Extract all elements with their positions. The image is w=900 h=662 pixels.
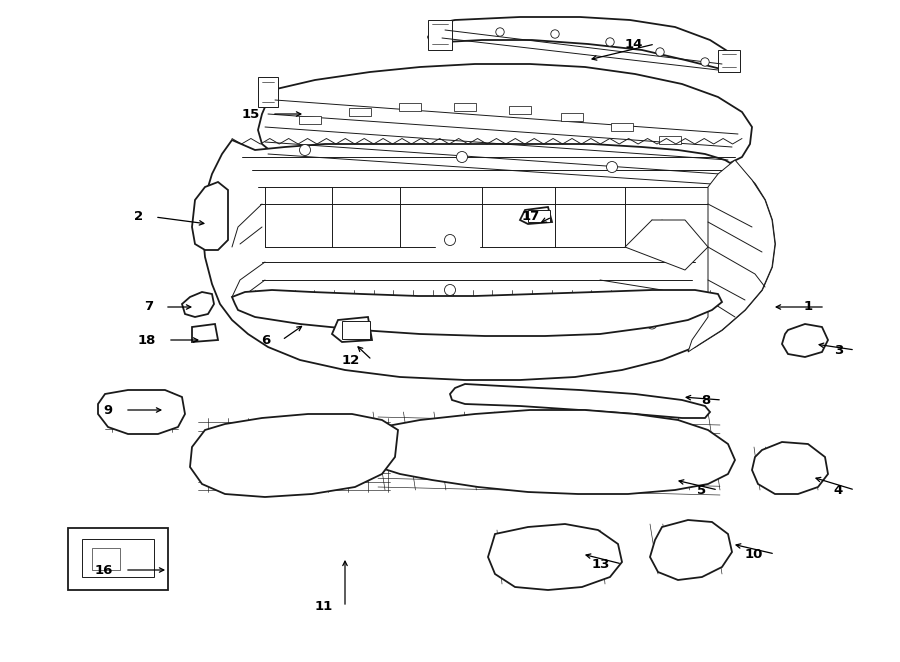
Polygon shape [202, 140, 775, 380]
Text: 14: 14 [625, 38, 643, 50]
Circle shape [208, 189, 217, 199]
Circle shape [551, 30, 559, 38]
Bar [528, 210, 550, 222]
Circle shape [701, 58, 709, 66]
Polygon shape [718, 50, 740, 72]
Polygon shape [752, 442, 828, 494]
Bar [659, 136, 681, 144]
Polygon shape [625, 220, 708, 270]
Text: 3: 3 [833, 344, 843, 357]
Text: 9: 9 [104, 404, 113, 416]
Circle shape [799, 334, 811, 346]
Polygon shape [192, 324, 218, 342]
Text: 11: 11 [315, 600, 333, 614]
Text: 4: 4 [833, 483, 843, 496]
Circle shape [496, 28, 504, 36]
Circle shape [300, 144, 310, 156]
Polygon shape [192, 182, 228, 250]
Text: 7: 7 [144, 301, 153, 314]
Text: 5: 5 [697, 483, 706, 496]
Bar [68, 528, 168, 590]
Bar [299, 116, 321, 124]
Bar [399, 103, 421, 111]
Bar [82, 539, 154, 577]
Text: 6: 6 [261, 334, 270, 346]
Bar [342, 321, 370, 339]
Polygon shape [650, 520, 732, 580]
Bar [561, 113, 583, 121]
Polygon shape [520, 207, 552, 224]
Text: 18: 18 [138, 334, 156, 346]
Circle shape [607, 162, 617, 173]
Text: 1: 1 [804, 301, 813, 314]
Polygon shape [428, 17, 738, 70]
Polygon shape [258, 77, 278, 107]
Polygon shape [488, 524, 622, 590]
Text: 10: 10 [744, 547, 763, 561]
Text: 15: 15 [242, 107, 260, 120]
Polygon shape [428, 20, 452, 50]
Circle shape [606, 38, 614, 46]
Circle shape [656, 48, 664, 56]
Polygon shape [450, 384, 710, 418]
Bar [611, 122, 633, 131]
Bar [454, 103, 476, 111]
Text: 16: 16 [94, 563, 113, 577]
Polygon shape [370, 410, 735, 494]
Circle shape [445, 285, 455, 295]
Text: 8: 8 [701, 393, 710, 406]
Polygon shape [232, 290, 722, 336]
Circle shape [208, 236, 217, 244]
Polygon shape [332, 317, 372, 342]
Polygon shape [688, 160, 775, 352]
Polygon shape [782, 324, 828, 357]
Circle shape [647, 319, 657, 329]
Circle shape [445, 234, 455, 246]
Polygon shape [258, 64, 752, 186]
Text: 2: 2 [134, 211, 143, 224]
Circle shape [456, 152, 467, 162]
Text: 13: 13 [591, 557, 610, 571]
Text: 12: 12 [342, 354, 360, 367]
Polygon shape [98, 390, 185, 434]
Text: 17: 17 [522, 211, 540, 224]
Bar [349, 108, 371, 117]
Polygon shape [190, 414, 398, 497]
Bar [92, 548, 120, 570]
Bar [509, 106, 531, 115]
Polygon shape [182, 292, 214, 317]
